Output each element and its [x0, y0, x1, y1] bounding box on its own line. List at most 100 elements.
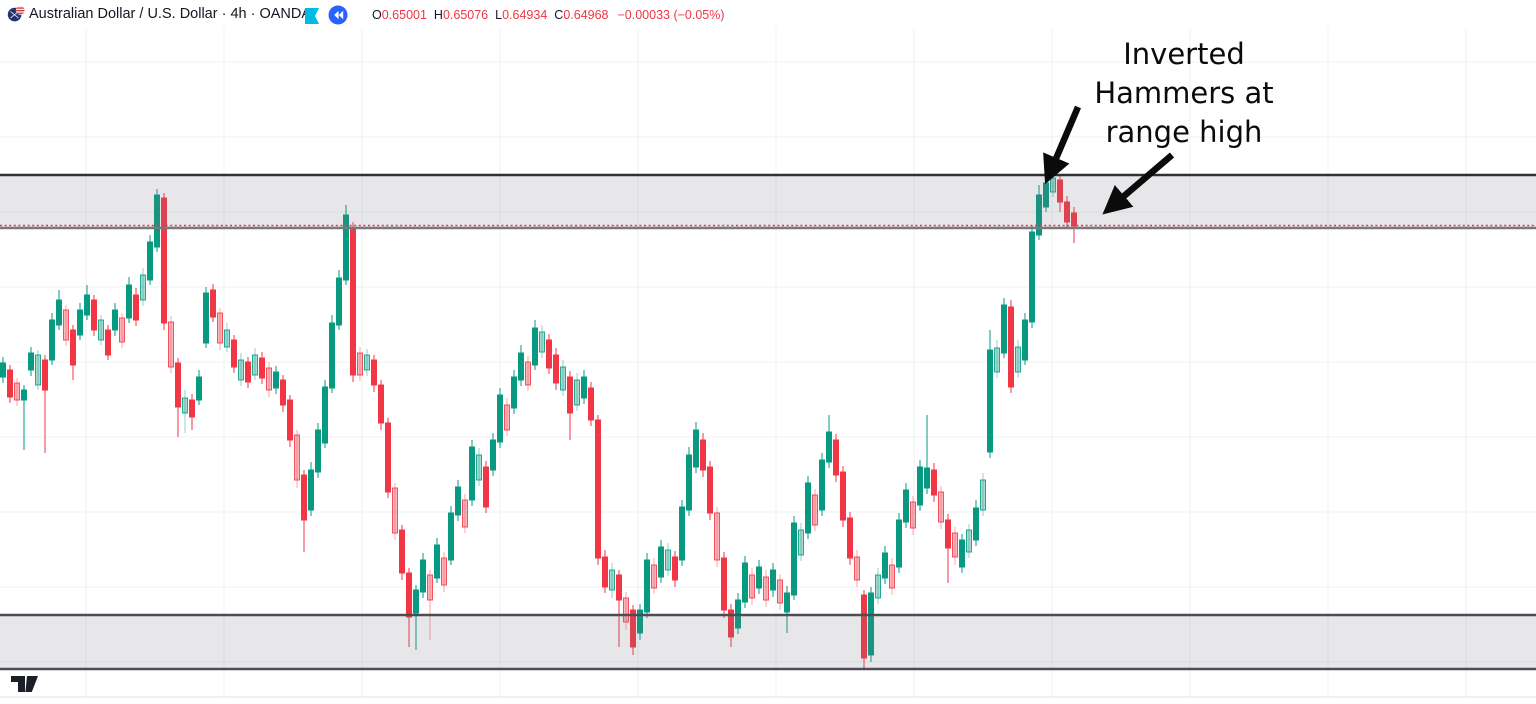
candle-wick — [891, 558, 893, 595]
candle-body — [938, 491, 944, 523]
candle-body — [833, 439, 839, 476]
candle-wick — [226, 323, 228, 352]
candle-body — [77, 309, 83, 336]
candle-body — [140, 274, 146, 301]
candle-body — [910, 501, 916, 529]
candle-body — [511, 376, 517, 409]
range-low-zone[interactable] — [0, 614, 1536, 669]
candle-wick — [527, 356, 529, 391]
candle-wick — [478, 448, 480, 486]
annotation-text[interactable]: Inverted Hammers at range high — [1048, 35, 1320, 152]
candle-body — [728, 609, 734, 638]
candle-body — [868, 592, 874, 656]
annotation-line: Hammers at — [1094, 76, 1274, 110]
annotation-line: range high — [1105, 115, 1263, 149]
candle-body — [28, 352, 34, 371]
candle-body — [644, 559, 650, 613]
candle-body — [7, 369, 13, 398]
candle-body — [924, 467, 930, 489]
candle-wick — [394, 483, 396, 540]
candle-body — [126, 284, 132, 319]
candle-wick — [653, 558, 655, 594]
candle-wick — [562, 360, 564, 396]
symbol-header: Australian Dollar / U.S. Dollar · 4h · O… — [0, 0, 1536, 28]
candle-body — [791, 522, 797, 596]
candle-body — [154, 194, 160, 248]
candle-body — [238, 359, 244, 381]
symbol-title[interactable]: Australian Dollar / U.S. Dollar · 4h · O… — [29, 6, 312, 22]
candle-body — [133, 294, 139, 321]
candle-body — [574, 379, 580, 406]
candle-body — [266, 367, 272, 391]
candle-body — [1029, 231, 1035, 323]
open-value: O0.65001 — [372, 8, 427, 22]
candle-wick — [142, 268, 144, 306]
candle-body — [70, 329, 76, 366]
candle-body — [973, 507, 979, 541]
candle-body — [665, 549, 671, 571]
candle-body — [679, 506, 685, 561]
candle-body — [756, 566, 762, 589]
annotation-arrow[interactable] — [1043, 105, 1081, 185]
candle-wick — [506, 398, 508, 436]
bar-replay-icon[interactable] — [328, 5, 348, 25]
candle-body — [98, 319, 104, 341]
candle-wick — [219, 308, 221, 350]
candle-body — [203, 292, 209, 344]
candle-wick — [576, 373, 578, 411]
candle-body — [763, 576, 769, 601]
candle-body — [315, 429, 321, 473]
candle-body — [497, 394, 503, 443]
candle-body — [336, 277, 342, 326]
candle-body — [980, 479, 986, 511]
candle-wick — [996, 340, 998, 378]
candle-body — [889, 564, 895, 589]
candle-body — [861, 594, 867, 659]
candle-body — [770, 569, 776, 591]
candle-wick — [926, 415, 928, 494]
candle-wick — [856, 550, 858, 587]
candle-wick — [611, 563, 613, 598]
candle-body — [189, 399, 195, 418]
candle-body — [539, 331, 545, 353]
candle-body — [749, 574, 755, 599]
candle-body — [399, 529, 405, 574]
candle-body — [343, 214, 349, 281]
candle-body — [210, 289, 216, 318]
candle-body — [1071, 212, 1077, 227]
candle-body — [0, 362, 6, 378]
candle-body — [637, 609, 643, 634]
candle-wick — [170, 316, 172, 373]
candle-body — [287, 399, 293, 441]
candle-body — [294, 434, 300, 481]
candle-body — [819, 459, 825, 511]
candle-body — [427, 574, 433, 601]
candle-body — [686, 454, 692, 511]
candle-body — [196, 376, 202, 401]
candle-body — [700, 439, 706, 471]
candle-body — [952, 532, 958, 558]
range-high-zone[interactable] — [0, 174, 1536, 228]
high-value: H0.65076 — [433, 8, 489, 22]
flagged-symbol-icon[interactable] — [305, 8, 319, 24]
candle-wick — [240, 353, 242, 386]
candle-body — [413, 589, 419, 614]
annotation-arrow[interactable] — [1102, 152, 1175, 215]
candle-body — [301, 474, 307, 521]
candle-body — [273, 371, 279, 389]
candle-body — [322, 386, 328, 444]
candle-wick — [954, 527, 956, 565]
candle-body — [434, 544, 440, 579]
candle-body — [483, 466, 489, 508]
candle-body — [105, 329, 111, 356]
candle-body — [490, 439, 496, 471]
candle-wick — [184, 390, 186, 433]
candle-body — [168, 321, 174, 368]
candle-body — [875, 574, 881, 599]
candle-body — [945, 519, 951, 549]
close-value: C0.64968 — [554, 8, 609, 22]
candle-body — [147, 241, 153, 281]
change-value: −0.00033 (−0.05%) — [617, 8, 725, 22]
candle-body — [707, 466, 713, 514]
